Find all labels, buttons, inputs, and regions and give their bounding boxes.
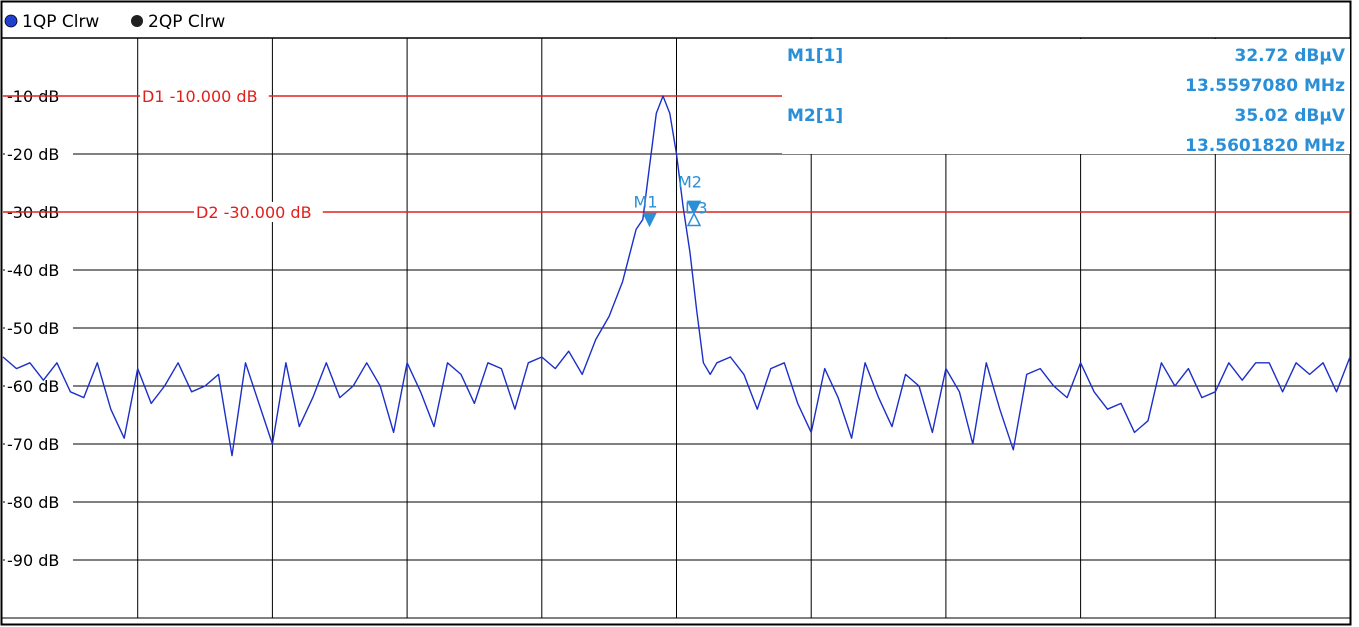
- trace-line: [2, 95, 1351, 457]
- y-tick-label-bg: [5, 434, 73, 454]
- y-tick-label-bg: [5, 318, 73, 338]
- marker-m2-label: M2: [678, 172, 702, 191]
- m2-frequency: 13.5601820 MHz: [1185, 136, 1345, 156]
- y-tick-label-bg: [5, 376, 73, 396]
- y-tick-label-bg: [5, 144, 73, 164]
- y-tick-label: -40 dB: [7, 261, 59, 280]
- marker-readout-background: [782, 39, 1350, 154]
- y-tick-label-bg: [5, 260, 73, 280]
- y-tick-label: -50 dB: [7, 319, 59, 338]
- legend-trace-1: 1QP Clrw: [22, 12, 99, 32]
- m2-name: M2[1]: [787, 106, 843, 126]
- marker-m2-symbol: [686, 200, 702, 216]
- y-tick-label: -80 dB: [7, 493, 59, 512]
- markers: M1 M2 D3: [634, 172, 708, 228]
- trace-1: [2, 95, 1351, 457]
- marker-m1-symbol: [642, 212, 657, 228]
- limit-label-bg: [194, 202, 323, 222]
- y-axis-ticks: -10 dB-20 dB-30 dB-40 dB-50 dB-60 dB-70 …: [5, 86, 73, 570]
- m1-name: M1[1]: [787, 46, 843, 66]
- y-tick-label-bg: [5, 492, 73, 512]
- marker-d3-symbol: [686, 211, 702, 227]
- y-tick-label: -20 dB: [7, 145, 59, 164]
- marker-m1-label: M1: [634, 193, 658, 212]
- y-tick-label: -70 dB: [7, 435, 59, 454]
- limit-label-d1: D1 -10.000 dB: [142, 87, 258, 106]
- limit-lines: D1 -10.000 dB D2 -30.000 dB: [3, 86, 1350, 222]
- m2-level: 35.02 dBµV: [1235, 106, 1346, 126]
- limit-label-d2: D2 -30.000 dB: [196, 203, 312, 222]
- black-circle-icon: [131, 15, 143, 27]
- m1-level: 32.72 dBµV: [1235, 46, 1346, 66]
- marker-d3-label: D3: [685, 199, 708, 218]
- limit-label-bg: [140, 86, 269, 106]
- legend-trace-2: 2QP Clrw: [148, 12, 225, 32]
- blue-circle-icon: [4, 14, 18, 28]
- y-tick-label-bg: [5, 550, 73, 570]
- y-tick-label: -60 dB: [7, 377, 59, 396]
- m1-frequency: 13.5597080 MHz: [1185, 76, 1345, 96]
- y-tick-label: -90 dB: [7, 551, 59, 570]
